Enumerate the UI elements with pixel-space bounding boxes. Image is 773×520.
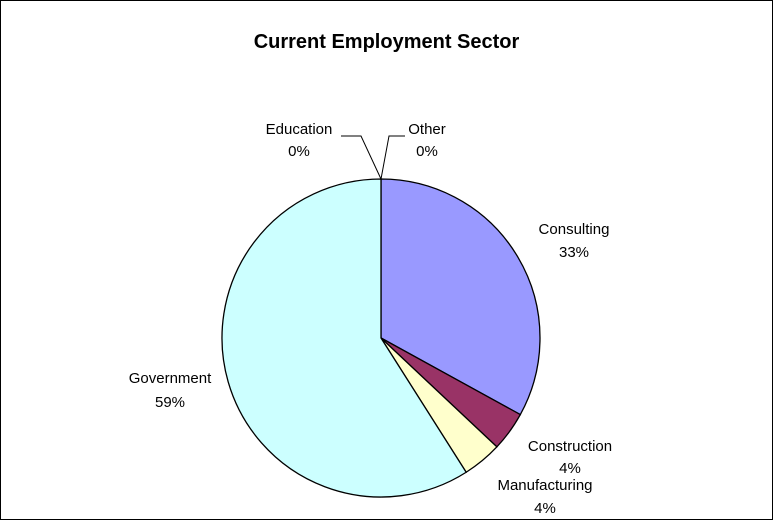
slice-pct-other: 0% xyxy=(416,143,438,160)
slice-label-other: Other xyxy=(408,121,446,138)
slice-label-manufacturing: Manufacturing xyxy=(497,477,592,494)
slice-label-government: Government xyxy=(129,370,212,387)
pie-slice-consulting xyxy=(380,178,541,416)
slice-pct-education: 0% xyxy=(288,143,310,160)
slice-label-construction: Construction xyxy=(528,438,612,455)
slice-pct-consulting: 33% xyxy=(559,244,589,261)
slice-pct-manufacturing: 4% xyxy=(534,500,556,517)
leader-line-other xyxy=(380,135,405,180)
chart-title: Current Employment Sector xyxy=(253,31,520,53)
pie-slice-government xyxy=(221,178,468,498)
slice-pct-construction: 4% xyxy=(559,460,581,477)
leader-line-education xyxy=(341,135,382,180)
slice-pct-government: 59% xyxy=(155,394,185,411)
slice-label-education: Education xyxy=(266,121,333,138)
slice-label-consulting: Consulting xyxy=(539,221,610,238)
